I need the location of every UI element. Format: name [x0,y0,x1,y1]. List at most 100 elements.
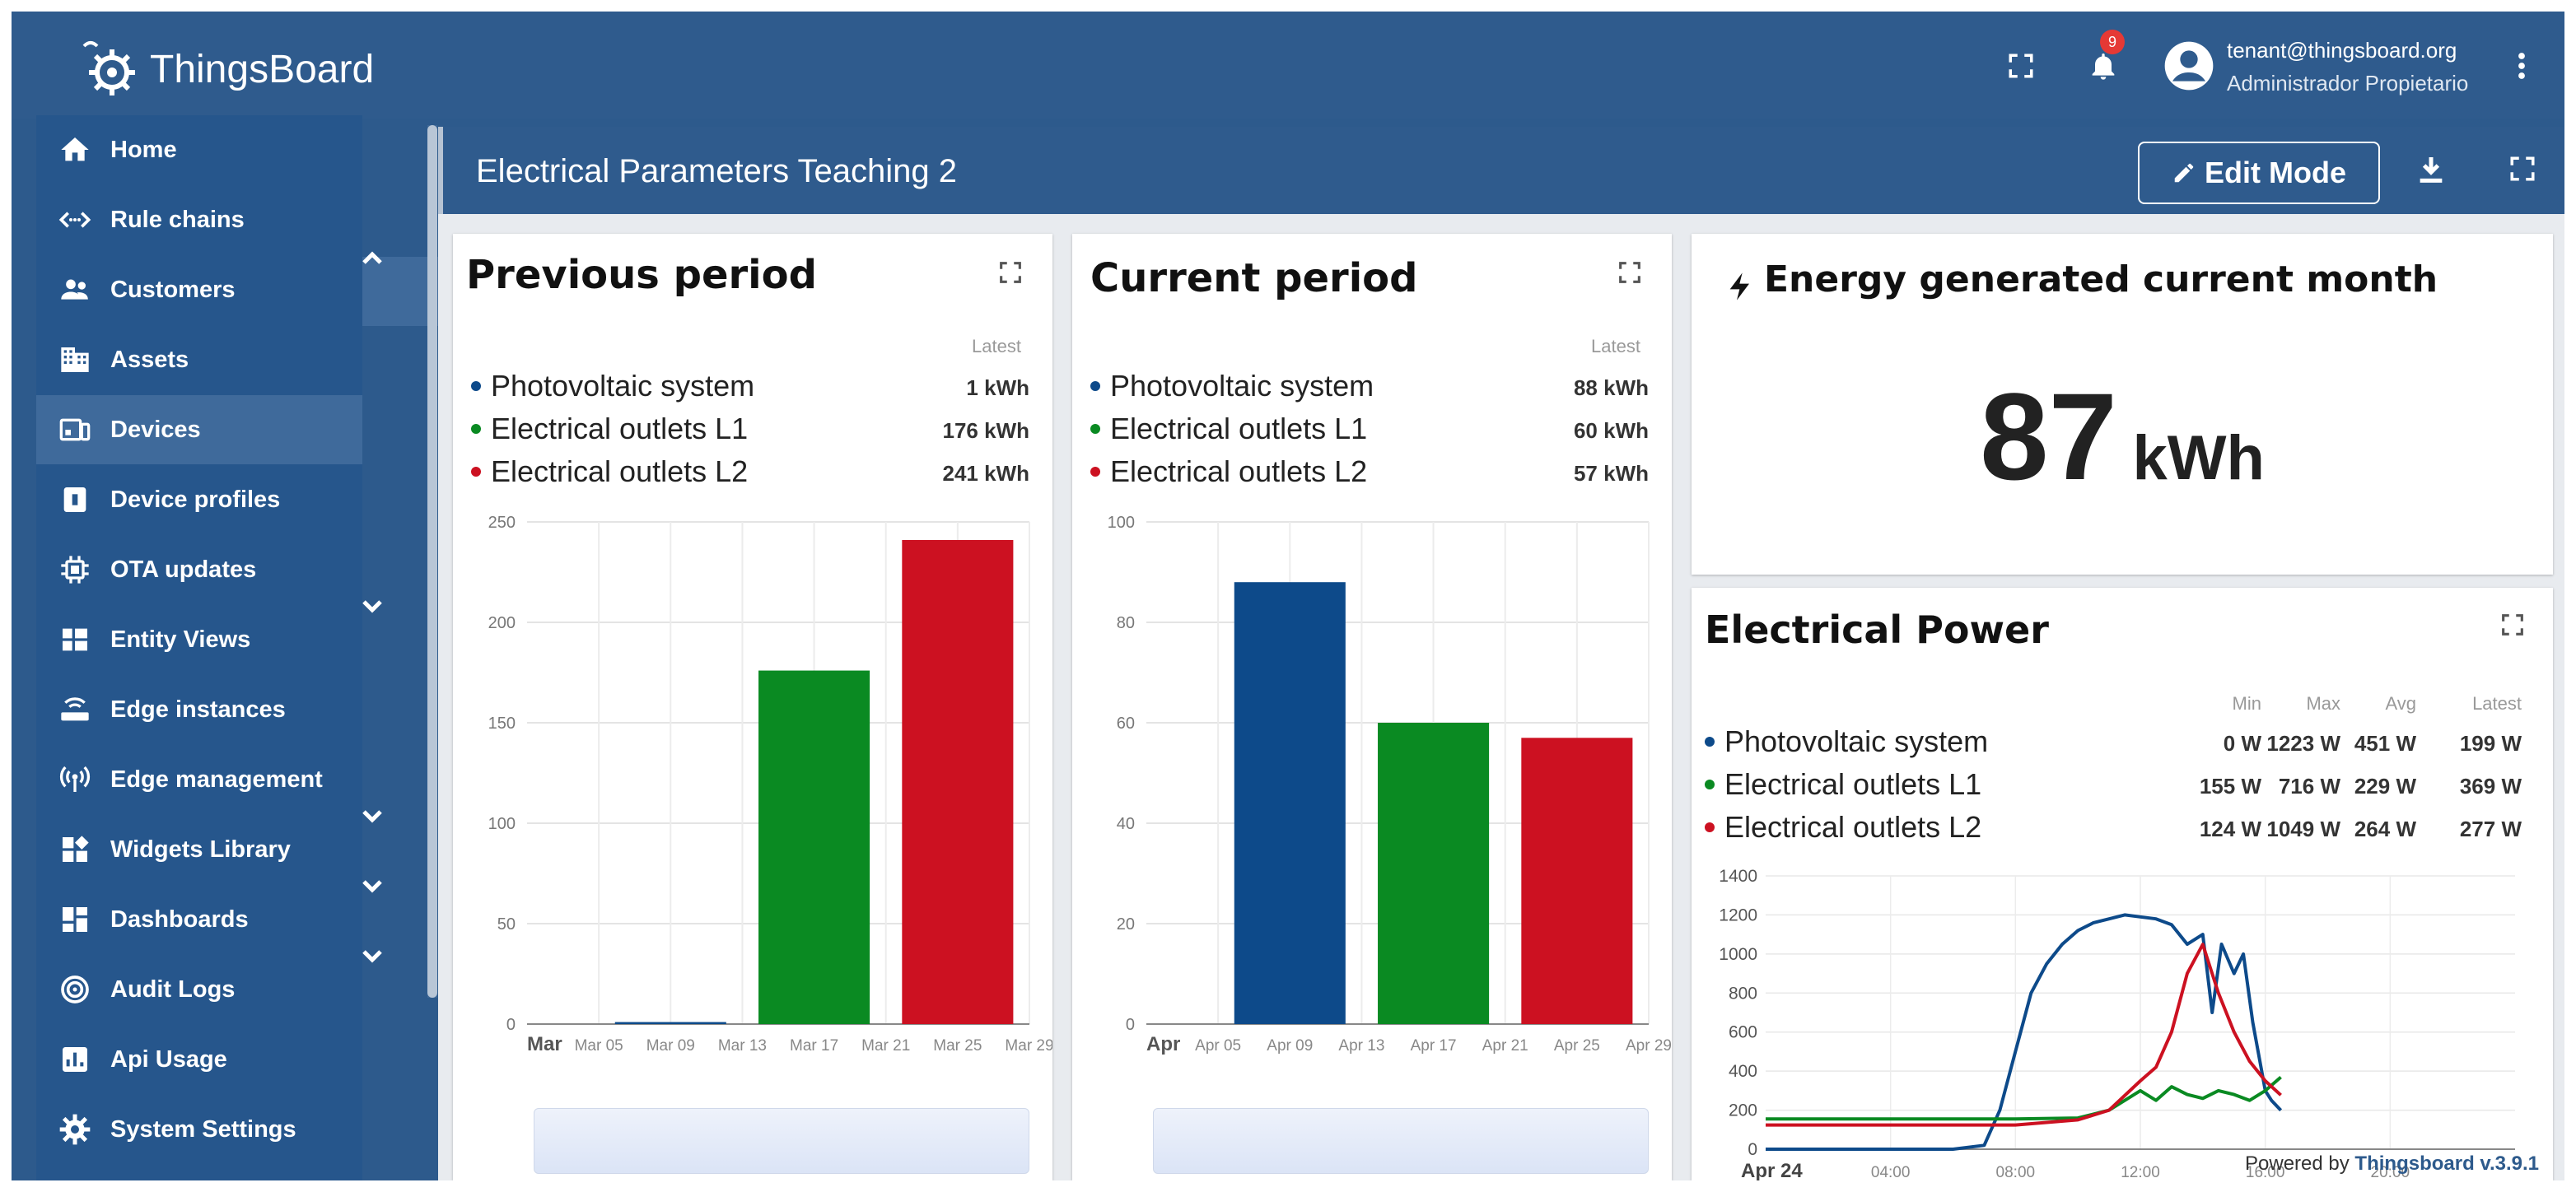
x-tick-label: Apr 17 [1411,1037,1457,1055]
y-tick-label: 80 [1117,614,1135,632]
dashboards-icon [56,901,94,938]
legend-item[interactable]: Electrical outlets L2 [1705,810,1981,845]
chevron-down-icon[interactable] [356,799,389,832]
legend-dot [1705,737,1715,747]
sidebar-item-edge-instances[interactable]: Edge instances [36,675,362,744]
sidebar-item-assets[interactable]: Assets [36,325,362,394]
legend-item[interactable]: Electrical outlets L1 [1705,767,1981,802]
time-range-slider[interactable] [1153,1108,1649,1174]
legend-min: 155 W [2199,774,2261,799]
latest-header: Latest [2472,693,2522,714]
widget-title: Previous period [466,252,817,298]
y-tick-label: 60 [1117,715,1135,733]
sidebar-item-ota-updates[interactable]: OTA updates [36,535,362,604]
legend-avg: 451 W [2354,731,2416,756]
legend-item[interactable]: Electrical outlets L2 [471,454,748,489]
legend-item[interactable]: Electrical outlets L1 [1090,412,1367,446]
legend-value: 57 kWh [1573,461,1649,486]
legend-item[interactable]: Electrical outlets L1 [471,412,748,446]
legend-item[interactable]: Photovoltaic system [1090,369,1374,403]
sidebar-item-audit-logs[interactable]: Audit Logs [36,955,362,1024]
customers-icon [56,271,94,309]
download-icon[interactable] [2415,153,2448,186]
legend-value: 1 kWh [966,375,1029,400]
edit-mode-button[interactable]: Edit Mode [2138,142,2380,204]
y-tick-label: 100 [1108,514,1135,532]
sidebar-item-label: Edge management [110,766,323,793]
x-tick-label: Mar 13 [718,1037,767,1055]
powered-by-footer: Powered by Thingsboard v.3.9.1 [2245,1152,2539,1176]
energy-unit: kWh [2132,423,2265,493]
scrollbar-thumb[interactable] [427,125,437,998]
y-tick-label: 0 [506,1016,516,1034]
legend-latest: 199 W [2459,731,2522,756]
legend-dot [1090,381,1100,391]
app-logo[interactable]: ThingsBoard [76,36,374,102]
bar [902,539,1014,1024]
sidebar-item-widgets-library[interactable]: Widgets Library [36,815,362,884]
legend-max: 1223 W [2266,731,2340,756]
current-period-widget: Current period Latest Photovoltaic syste… [1072,234,1672,1180]
chevron-down-icon[interactable] [356,939,389,972]
sidebar-item-devices[interactable]: Devices [36,395,362,464]
sidebar-item-label: Widgets Library [110,836,291,863]
x-tick-label: Apr 29 [1626,1037,1672,1055]
sidebar-item-edge-management[interactable]: Edge management [36,745,362,814]
time-range-slider[interactable] [534,1108,1029,1174]
sidebar-item-rule-chains[interactable]: Rule chains [36,185,362,254]
sidebar-scrollbar[interactable] [427,125,437,998]
legend-item[interactable]: Electrical outlets L2 [1090,454,1367,489]
x-tick-label: Apr 25 [1554,1037,1600,1055]
legend-dot [1705,780,1715,789]
top-bar: ThingsBoard 9 tenant@thingsboard.org Adm… [12,12,2564,119]
y-tick-label: 800 [1729,984,1757,1003]
sidebar-item-dashboards[interactable]: Dashboards [36,885,362,954]
energy-month-widget: Energy generated current month 87 kWh [1692,234,2553,575]
legend-item[interactable]: Photovoltaic system [471,369,754,403]
bar [614,1022,726,1024]
chevron-up-icon[interactable] [356,242,389,275]
legend-value: 241 kWh [942,461,1030,486]
x-tick-label: Apr 13 [1338,1037,1384,1055]
expand-icon[interactable] [2499,611,2527,639]
chevron-down-icon[interactable] [356,589,389,622]
legend-avg: 264 W [2354,817,2416,841]
legend-label: Electrical outlets L1 [491,412,749,445]
electrical-power-widget: Electrical Power Min Max Avg Latest Phot… [1692,588,2553,1180]
sidebar-item-entity-views[interactable]: Entity Views [36,605,362,674]
sidebar-item-system-settings[interactable]: System Settings [36,1095,362,1164]
bar [1234,582,1346,1024]
audit-logs-icon [56,971,94,1008]
x-tick-label: 20:00 [2371,1164,2410,1180]
legend-avg: 229 W [2354,774,2416,799]
fullscreen-icon[interactable] [2508,155,2536,183]
pencil-icon [2174,163,2194,183]
user-avatar-icon[interactable] [2163,40,2215,92]
chevron-down-icon[interactable] [356,869,389,902]
expand-icon[interactable] [1616,258,1644,286]
y-tick-label: 250 [488,514,516,532]
more-vert-icon[interactable] [2502,46,2541,86]
sidebar-item-api-usage[interactable]: Api Usage [36,1025,362,1094]
legend-label: Electrical outlets L2 [1110,454,1368,488]
electrical-power-line-chart: 0 200 400 600 800 1000 1200 1400 Apr 24 04:00 08:0… [1719,867,2515,1180]
y-tick-label: 200 [488,614,516,632]
notification-count-badge: 9 [2100,30,2125,54]
sidebar-item-device-profiles[interactable]: Device profiles [36,465,362,534]
legend-min: 124 W [2199,817,2261,841]
expand-icon[interactable] [996,258,1024,286]
sidebar-item-customers[interactable]: Customers [36,255,362,324]
footer-brand[interactable]: Thingsboard v.3.9.1 [2354,1152,2540,1175]
device-profiles-icon [56,481,94,519]
footer-prefix: Powered by [2245,1152,2350,1175]
legend-item[interactable]: Photovoltaic system [1705,724,1988,759]
y-tick-label: 1400 [1719,867,1757,886]
x-tick-label: Apr [1146,1033,1180,1055]
sidebar-item-home[interactable]: Home [36,115,362,184]
sidebar-item-label: Device profiles [110,486,281,513]
app-title: ThingsBoard [150,47,375,91]
fullscreen-icon[interactable] [2001,46,2041,86]
notifications-bell-icon[interactable] [2084,46,2123,86]
widget-title: Current period [1090,255,1418,301]
y-tick-label: 1000 [1719,945,1757,964]
